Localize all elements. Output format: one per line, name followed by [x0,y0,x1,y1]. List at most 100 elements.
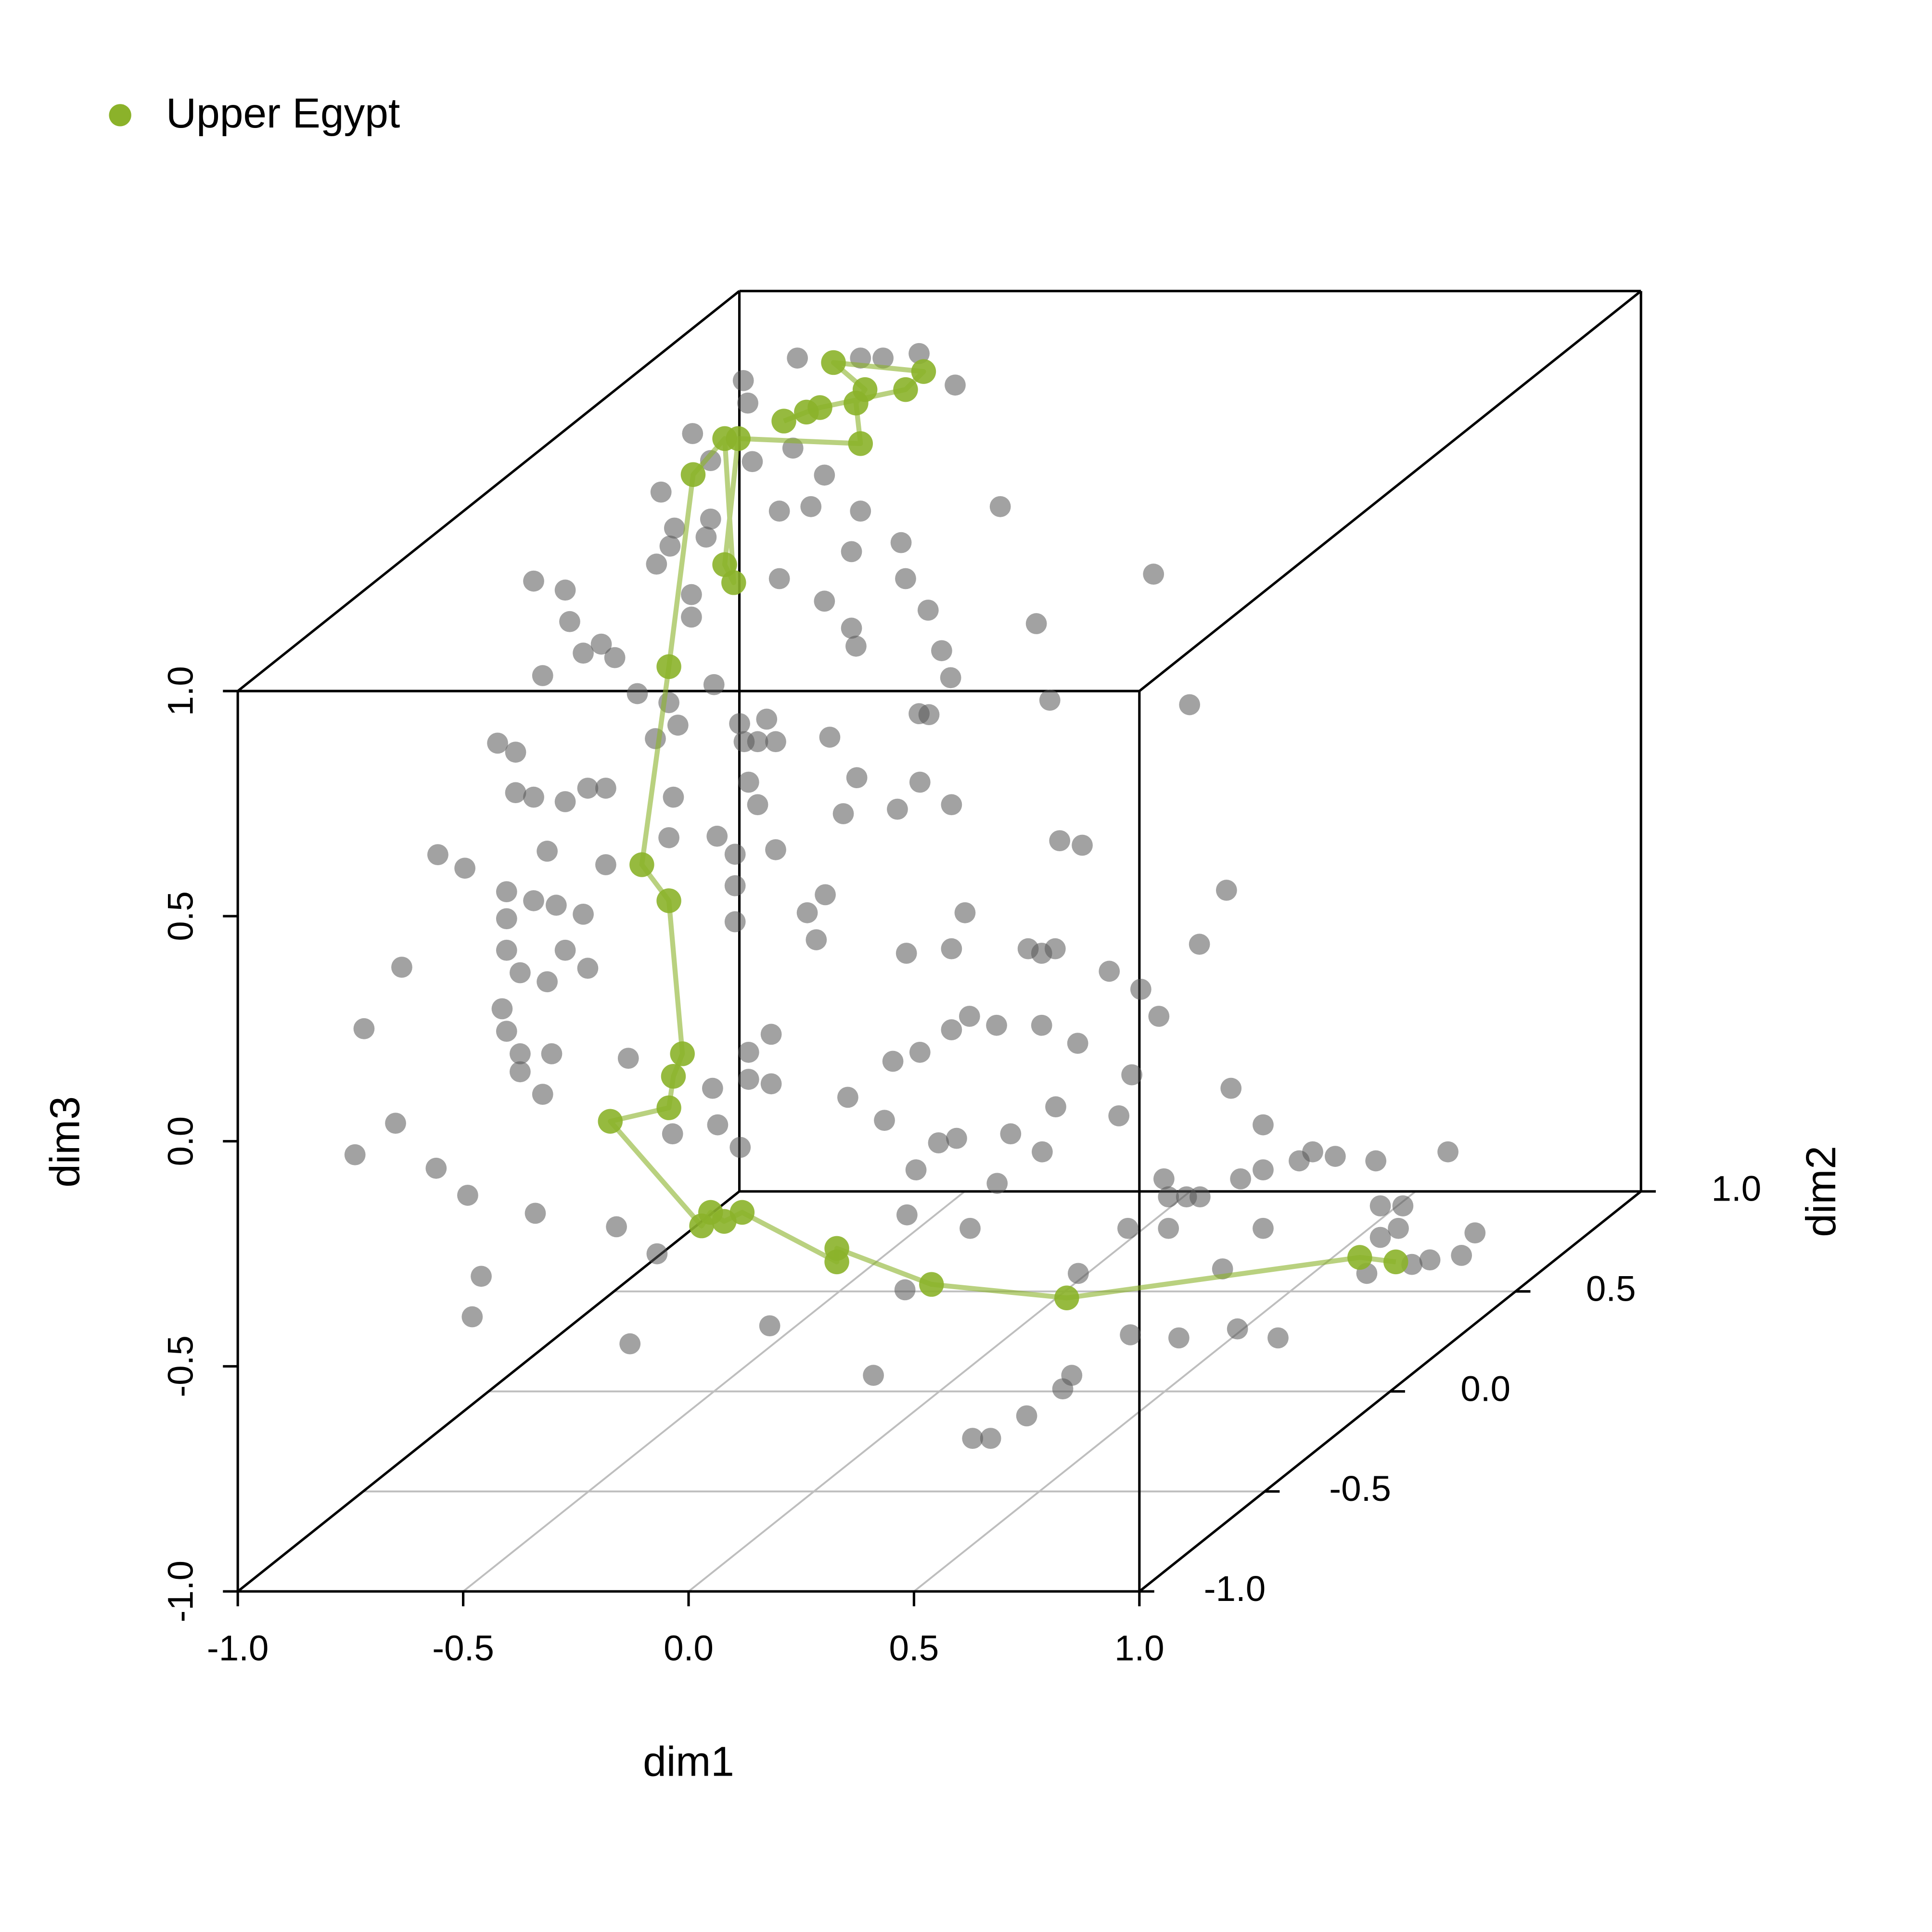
point [737,392,758,414]
point [1388,1217,1409,1239]
point [573,904,594,925]
y-tick-label: 1.0 [1711,1168,1761,1209]
highlight-point [689,1213,714,1239]
point [931,640,952,662]
point [496,908,517,930]
point [832,803,854,824]
highlight-point [598,1109,623,1134]
point [663,786,684,808]
point [1227,1318,1248,1340]
point [1130,978,1152,1000]
point [845,635,867,657]
point [344,1144,366,1165]
point [1067,1263,1089,1284]
point [659,536,681,557]
point [559,611,580,632]
point [457,1185,478,1206]
point [841,541,862,563]
x-tick-label: -1.0 [207,1627,269,1668]
point [837,1087,858,1108]
point [724,844,746,865]
highlight-point [656,888,681,913]
point [1215,880,1237,901]
point [895,568,916,589]
point [960,1217,981,1239]
point [681,606,702,628]
point [707,1114,729,1136]
point [1121,1064,1142,1086]
point [890,532,912,553]
point [391,957,412,978]
point [487,732,508,754]
point [1067,1033,1088,1054]
point [1369,1195,1391,1216]
point [806,929,827,950]
point [1324,1146,1346,1167]
point [510,1043,531,1064]
point [1016,1405,1037,1427]
point [1365,1150,1387,1172]
point [646,553,667,575]
highlight-point [656,1095,681,1120]
point [940,667,961,689]
point [510,962,531,984]
point [650,481,672,503]
point [681,584,702,605]
point [595,778,616,799]
highlight-point [1383,1249,1408,1275]
point [787,347,808,369]
point [695,526,717,548]
y-tick-label: 0.0 [1460,1368,1510,1408]
point [702,1077,723,1099]
point [577,958,599,979]
point [1117,1217,1139,1239]
point [1230,1168,1251,1190]
point [986,1014,1007,1036]
z-tick-label: 0.5 [160,891,201,941]
point [385,1113,406,1134]
point [896,943,917,964]
z-tick-label: 1.0 [160,666,201,716]
highlight-point [824,1249,849,1275]
point [1061,1365,1083,1386]
x-axis-title: dim1 [643,1738,734,1785]
point [1253,1114,1274,1136]
point [841,617,862,639]
point [941,938,962,960]
highlight-point [794,399,819,425]
point [427,844,448,866]
point [1148,1006,1170,1027]
point [1000,1123,1022,1145]
point [986,1173,1008,1194]
highlight-point [821,350,846,375]
point [1108,1105,1130,1126]
point [954,902,976,923]
point [941,1019,962,1040]
point [1032,1141,1053,1163]
z-tick-label: 0.0 [160,1116,201,1166]
point [1039,690,1061,711]
point [896,1204,918,1226]
point [577,778,599,799]
point [846,767,868,789]
point [682,423,704,444]
point [756,708,778,730]
legend-marker [109,104,131,127]
point [537,971,558,993]
point [1168,1327,1190,1349]
highlight-point [919,1272,944,1297]
point [1189,934,1210,955]
point [532,1084,553,1105]
point [604,647,626,668]
point [905,1159,927,1181]
point [724,911,746,933]
point [872,347,894,369]
point [1025,613,1047,634]
point [738,1041,759,1063]
point [917,600,939,621]
point [815,884,836,906]
point [658,827,679,848]
point [590,633,612,655]
y-axis-title: dim2 [1797,1146,1844,1237]
point [541,1043,563,1064]
